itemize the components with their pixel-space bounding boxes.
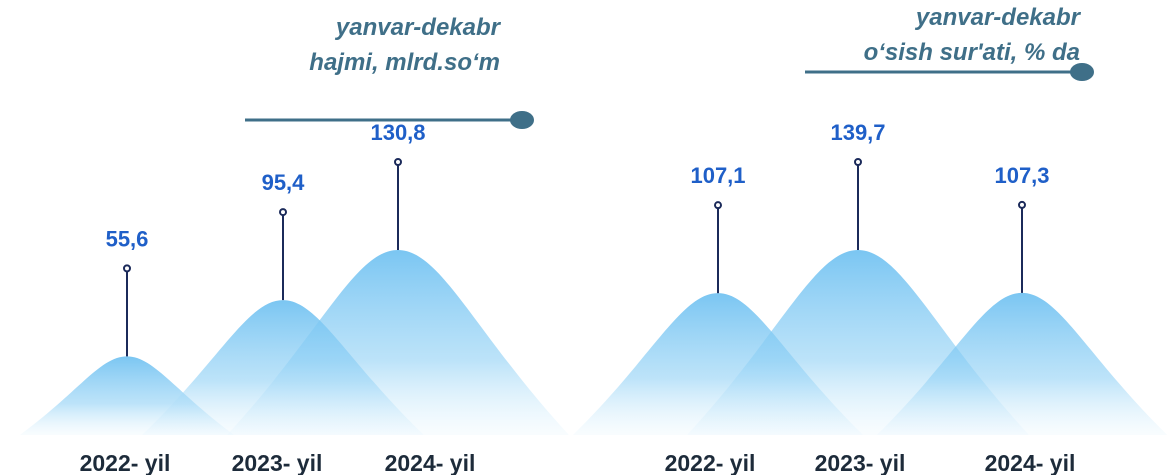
year-label: 2022- yil xyxy=(665,450,756,475)
chart-subtitle: o‘sish sur'ati, % da xyxy=(864,39,1080,66)
chart-title: yanvar-dekabr xyxy=(335,14,502,41)
pin-head xyxy=(395,159,401,165)
year-label: 2023- yil xyxy=(232,450,323,475)
pin-head xyxy=(855,159,861,165)
pin-head xyxy=(280,209,286,215)
year-label: 2024- yil xyxy=(985,450,1076,475)
chart-title: yanvar-dekabr xyxy=(915,4,1082,31)
value-label: 107,1 xyxy=(690,163,745,188)
chart-subtitle: hajmi, mlrd.so‘m xyxy=(309,49,500,76)
value-label: 130,8 xyxy=(370,120,425,145)
value-label: 55,6 xyxy=(106,226,149,251)
pin-head xyxy=(124,265,130,271)
pin-head xyxy=(715,202,721,208)
pin-head xyxy=(1019,202,1025,208)
value-label: 139,7 xyxy=(830,120,885,145)
title-dot xyxy=(510,111,534,129)
year-label: 2024- yil xyxy=(385,450,476,475)
title-dot xyxy=(1070,63,1094,81)
infographic: yanvar-dekabr hajmi, mlrd.so‘m 55,6 2022- y… xyxy=(0,0,1169,475)
value-label: 107,3 xyxy=(994,163,1049,188)
year-label: 2022- yil xyxy=(80,450,171,475)
value-label: 95,4 xyxy=(262,170,306,195)
year-label: 2023- yil xyxy=(815,450,906,475)
